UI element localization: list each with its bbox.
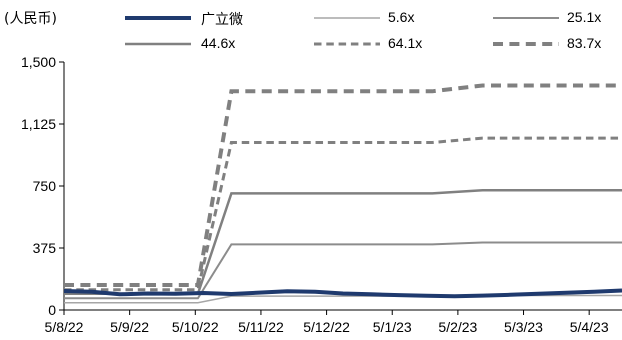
legend-label-1: 5.6x: [388, 9, 415, 25]
x-tick-label: 5/9/22: [110, 319, 149, 335]
unit-label: (人民币): [4, 11, 57, 27]
legend-label-3: 44.6x: [201, 35, 236, 51]
x-tick-label: 5/4/23: [570, 319, 609, 335]
series-line-2: [64, 241, 622, 300]
x-tick-label: 5/8/22: [45, 319, 84, 335]
x-tick-label: 5/12/22: [303, 319, 350, 335]
y-tick-label: 1,125: [21, 116, 56, 132]
series-line-0: [63, 288, 622, 299]
tick-labels: 0 375 750 1,125 1,500 5/8/22 5/9/22 5/10/22 5/11…: [21, 54, 609, 335]
series-layer: [63, 83, 622, 304]
x-tick-label: 5/1/23: [373, 319, 412, 335]
legend-label-4: 64.1x: [388, 35, 423, 51]
x-tick-label: 5/2/23: [438, 319, 477, 335]
y-tick-label: 375: [33, 240, 57, 256]
legend-label-5: 83.7x: [567, 35, 602, 51]
legend-label-0: 广立微: [201, 11, 243, 27]
axes: [59, 61, 622, 315]
x-tick-label: 5/10/22: [172, 319, 219, 335]
series-line-4: [64, 136, 622, 292]
x-tick-label: 5/11/22: [238, 319, 284, 335]
x-tick-label: 5/3/23: [504, 319, 543, 335]
y-tick-label: 0: [48, 302, 56, 318]
legend-label-2: 25.1x: [567, 9, 602, 25]
series-line-5: [64, 83, 622, 287]
y-tick-label: 1,500: [21, 54, 56, 70]
y-tick-label: 750: [33, 178, 57, 194]
